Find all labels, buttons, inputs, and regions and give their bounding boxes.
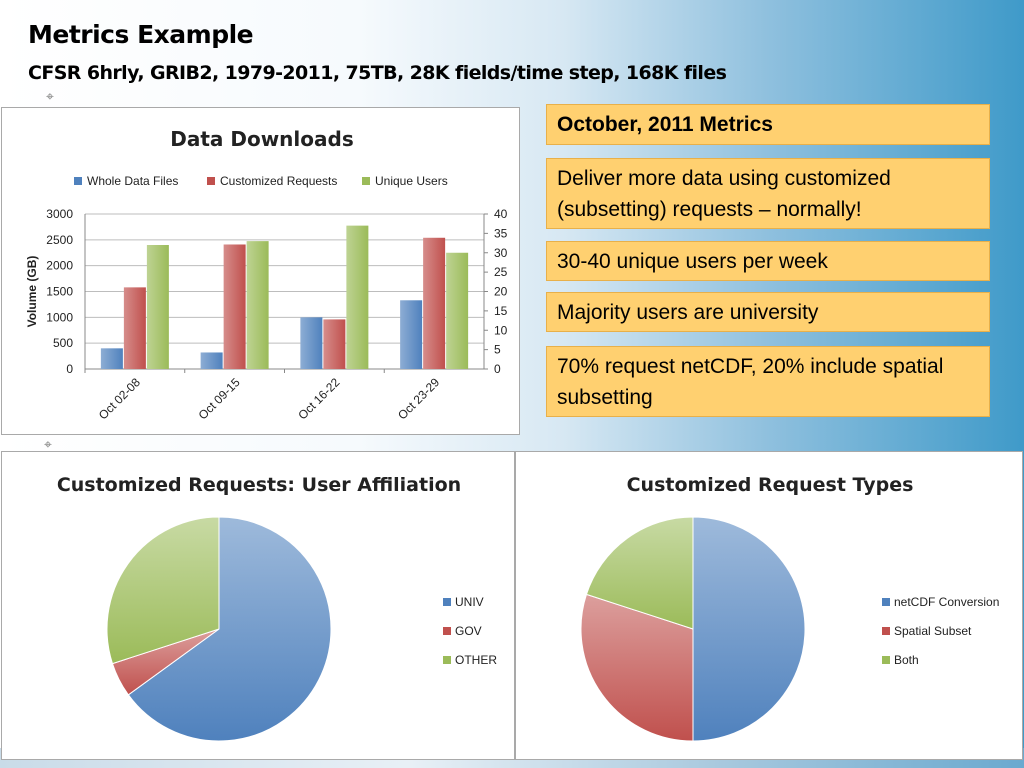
legend-label: Unique Users [375,174,448,188]
legend-label: OTHER [455,653,497,667]
y2-tick-label: 15 [494,304,508,318]
bar [446,252,469,369]
legend-swatch [443,598,451,606]
bar [346,225,369,369]
y-tick-label: 2000 [46,259,73,273]
selection-handle-icon: ⌖ [46,88,54,104]
metrics-note-box: 70% request netCDF, 20% include spatial … [546,346,990,417]
pie-slice [585,516,694,630]
y-tick-label: 2500 [46,233,73,247]
metrics-note-box: Deliver more data using customized (subs… [546,158,990,229]
bar [223,244,246,369]
x-tick-label: Oct 16-22 [295,375,342,422]
chart-title: Customized Request Types [627,474,914,496]
y2-tick-label: 35 [494,226,508,240]
pie-slice [127,516,332,742]
slide-subtitle: CFSR 6hrly, GRIB2, 1979-2011, 75TB, 28K … [28,62,727,84]
legend-label: Spatial Subset [894,624,972,638]
y-tick-label: 500 [53,336,73,350]
x-tick-label: Oct 09-15 [196,375,243,422]
metrics-note-box: Majority users are university [546,292,990,332]
bar [300,317,323,369]
y2-tick-label: 25 [494,265,508,279]
legend-swatch [443,656,451,664]
y-tick-label: 0 [66,362,73,376]
legend-label: Customized Requests [220,174,337,188]
legend-label: Whole Data Files [87,174,178,188]
pie-slice [580,593,694,742]
y-tick-label: 1500 [46,285,73,299]
legend-label: Both [894,653,919,667]
y2-tick-label: 5 [494,343,501,357]
pie-chart-svg: Customized Requests: User Affiliation UNI… [57,474,497,742]
pie-slice [106,516,220,665]
legend-swatch [362,177,370,185]
legend-label: UNIV [455,595,484,609]
y-tick-label: 1000 [46,310,73,324]
slide-title: Metrics Example [28,20,254,49]
legend-swatch [882,656,890,664]
x-tick-label: Oct 02-08 [96,375,143,422]
bar [100,348,123,369]
metrics-note-box: 30-40 unique users per week [546,241,990,281]
user-affiliation-chart: Customized Requests: User Affiliation UNI… [1,451,515,760]
bar [146,245,169,369]
bar [400,300,423,369]
chart-title: Data Downloads [170,127,354,151]
legend-swatch [207,177,215,185]
pie-slice [692,516,806,742]
legend-label: netCDF Conversion [894,595,999,609]
x-tick-label: Oct 23-29 [395,375,442,422]
chart-title: Customized Requests: User Affiliation [57,474,461,496]
y-axis-label: Volume (GB) [25,256,39,328]
y2-tick-label: 20 [494,285,508,299]
legend-swatch [882,598,890,606]
legend-label: GOV [455,624,482,638]
bar [323,319,346,369]
legend-swatch [74,177,82,185]
selection-handle-icon: ⌖ [44,436,52,452]
bar [246,241,269,369]
legend-swatch [443,627,451,635]
pie-chart-svg: Customized Request Types netCDF Conversio… [580,474,999,742]
bar [200,352,223,369]
bar-chart-svg: Data Downloads Whole Data Files Customized… [25,127,508,422]
legend-swatch [882,627,890,635]
data-downloads-chart: Data Downloads Whole Data Files Customized… [1,107,520,435]
y-tick-label: 3000 [46,207,73,221]
bar [423,237,446,369]
metrics-heading-box: October, 2011 Metrics [546,104,990,145]
y2-tick-label: 30 [494,246,508,260]
y2-tick-label: 40 [494,207,508,221]
request-types-chart: Customized Request Types netCDF Conversio… [515,451,1023,760]
bar [123,287,146,369]
y2-tick-label: 10 [494,323,508,337]
y2-tick-label: 0 [494,362,501,376]
